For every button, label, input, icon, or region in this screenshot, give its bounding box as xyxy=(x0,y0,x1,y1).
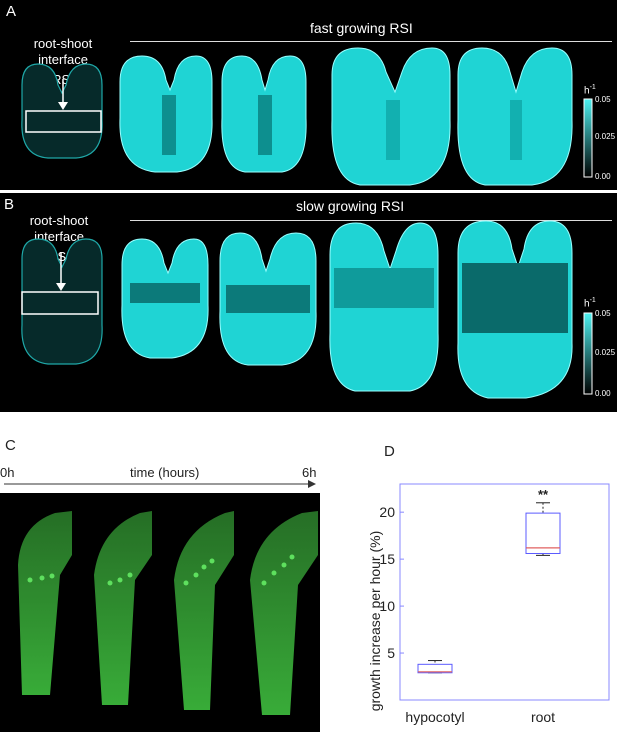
plot-frame xyxy=(399,483,610,701)
colorbar-b xyxy=(583,312,593,395)
colorbar-a-unit: h-1 xyxy=(584,84,596,97)
seedling-outline-b xyxy=(21,238,103,365)
root-frame-4 xyxy=(250,511,318,715)
time-start-label: 0h xyxy=(0,465,15,480)
rsi-box-a xyxy=(25,110,102,133)
colorbar-b-mid: 0.025 xyxy=(595,348,616,357)
panel-a-title-rule xyxy=(130,41,612,42)
panel-b-seedlings xyxy=(21,220,593,399)
significance-annotation: ** xyxy=(538,487,549,502)
panel-a: A fast growing RSI root-shoot interface … xyxy=(0,0,617,190)
rsi-label-a-line1: root-shoot interface xyxy=(33,36,93,67)
y-tick-label: 5 xyxy=(387,645,395,661)
panel-b-title-rule xyxy=(130,220,612,221)
panel-c: C 0h time (hours) 6h xyxy=(0,425,340,732)
panel-d: D growth increase per hour (%) 5 10 15 20 *… xyxy=(340,425,617,732)
panel-a-title: fast growing RSI xyxy=(310,20,413,36)
time-end-label: 6h xyxy=(302,465,317,480)
x-tick-label-root: root xyxy=(531,709,555,725)
panel-a-seedlings xyxy=(21,47,593,186)
colorbar-a xyxy=(583,98,593,178)
y-axis-label: growth increase per hour (%) xyxy=(367,531,383,712)
panel-a-label: A xyxy=(6,3,17,20)
panel-b-title: slow growing RSI xyxy=(296,198,405,214)
panel-b-label: B xyxy=(4,196,15,213)
time-axis-label: time (hours) xyxy=(130,465,200,480)
panel-c-label: C xyxy=(5,437,16,454)
colorbar-a-max: 0.05 xyxy=(595,95,611,104)
root-frame-2 xyxy=(94,511,152,705)
box-hypocotyl xyxy=(417,663,453,674)
colorbar-a-min: 0.00 xyxy=(595,172,611,181)
colorbar-b-unit: h-1 xyxy=(584,297,596,310)
colorbar-a-mid: 0.025 xyxy=(595,132,616,141)
panel-b: B slow growing RSI root-shoot interface … xyxy=(0,193,617,412)
rsi-label-b: root-shoot interface (RSI) xyxy=(4,213,114,265)
y-tick-label: 15 xyxy=(379,551,395,567)
x-tick-label-hypocotyl: hypocotyl xyxy=(405,709,464,725)
rsi-box-b xyxy=(21,291,99,315)
box-root xyxy=(525,512,561,554)
y-tick-label: 20 xyxy=(379,504,395,520)
colorbar-b-max: 0.05 xyxy=(595,309,611,318)
panel-d-label: D xyxy=(384,443,395,460)
panel-c-figure xyxy=(0,480,320,732)
y-tick-label: 10 xyxy=(379,598,395,614)
colorbar-b-min: 0.00 xyxy=(595,389,611,398)
root-frame-3 xyxy=(174,511,234,710)
root-frame-1 xyxy=(18,511,72,695)
